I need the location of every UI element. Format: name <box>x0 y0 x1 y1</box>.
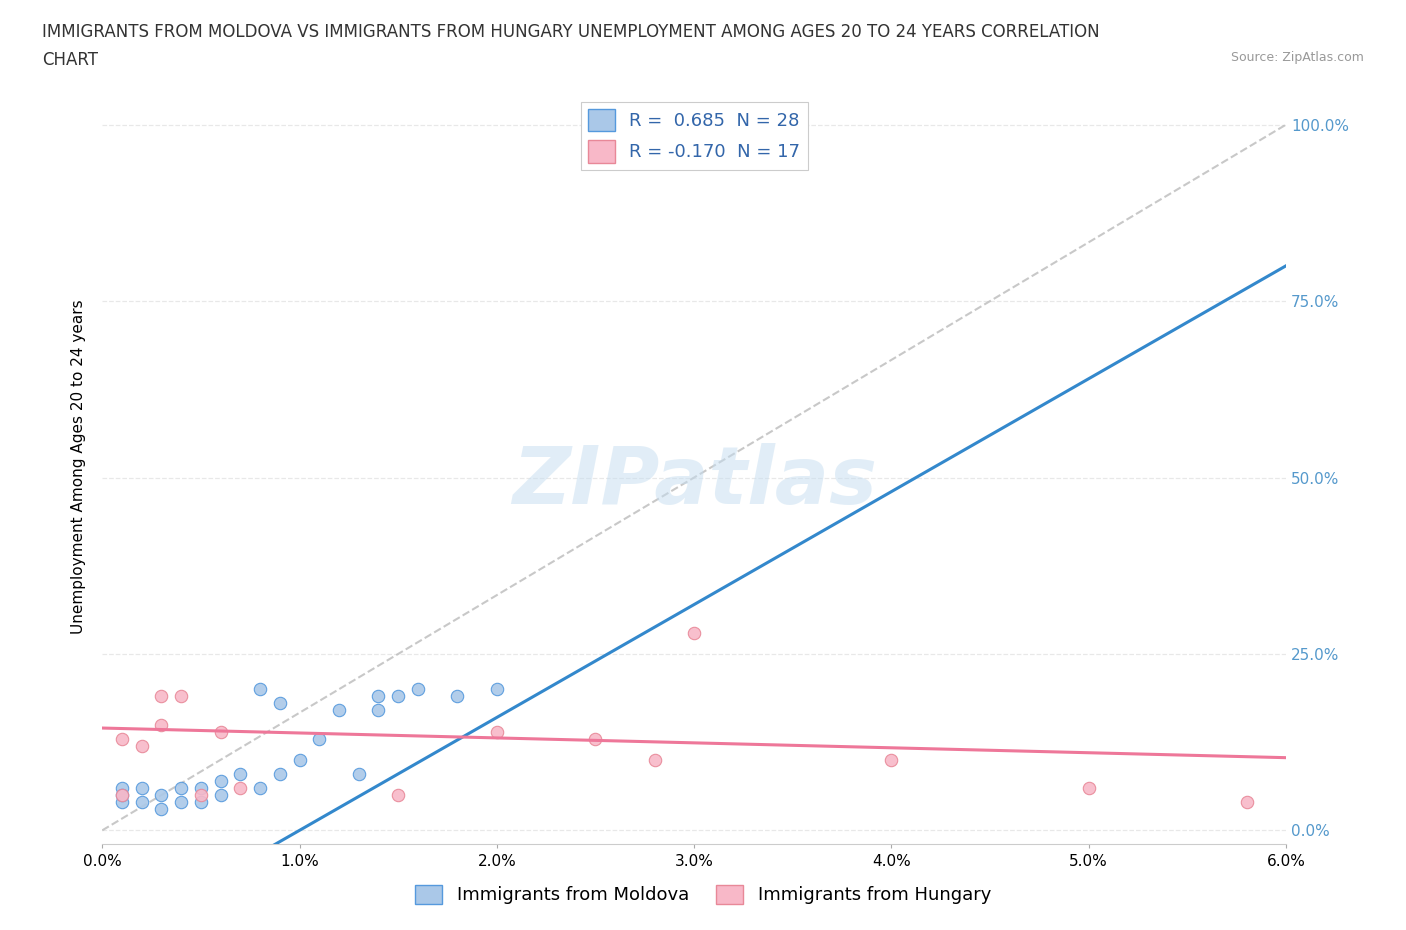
Point <box>170 795 193 810</box>
Point <box>111 788 134 803</box>
Point <box>131 780 153 795</box>
Point <box>170 780 193 795</box>
Point <box>387 788 409 803</box>
Point <box>269 696 291 711</box>
Point <box>131 738 153 753</box>
Point <box>485 682 508 697</box>
Point <box>308 731 330 746</box>
Point <box>131 795 153 810</box>
Point <box>111 795 134 810</box>
Point <box>249 682 271 697</box>
Point <box>249 780 271 795</box>
Point <box>880 752 903 767</box>
Point <box>190 788 212 803</box>
Point <box>269 766 291 781</box>
Point <box>406 682 429 697</box>
Text: ZIPatlas: ZIPatlas <box>512 443 876 521</box>
Point <box>209 774 232 789</box>
Point <box>190 795 212 810</box>
Point <box>111 780 134 795</box>
Point <box>209 788 232 803</box>
Point <box>111 731 134 746</box>
Point <box>229 766 252 781</box>
Point <box>229 780 252 795</box>
Point <box>446 689 468 704</box>
Point <box>485 724 508 739</box>
Point <box>644 752 666 767</box>
Point <box>170 689 193 704</box>
Point <box>190 780 212 795</box>
Point <box>683 625 706 640</box>
Y-axis label: Unemployment Among Ages 20 to 24 years: Unemployment Among Ages 20 to 24 years <box>72 299 86 634</box>
Legend: Immigrants from Moldova, Immigrants from Hungary: Immigrants from Moldova, Immigrants from… <box>408 878 998 911</box>
Point <box>347 766 370 781</box>
Point <box>111 788 134 803</box>
Point <box>150 788 173 803</box>
Point <box>328 703 350 718</box>
Point <box>288 752 311 767</box>
Point <box>150 689 173 704</box>
Text: CHART: CHART <box>42 51 98 69</box>
Point <box>367 689 389 704</box>
Text: IMMIGRANTS FROM MOLDOVA VS IMMIGRANTS FROM HUNGARY UNEMPLOYMENT AMONG AGES 20 TO: IMMIGRANTS FROM MOLDOVA VS IMMIGRANTS FR… <box>42 23 1099 41</box>
Point <box>150 717 173 732</box>
Point <box>583 731 606 746</box>
Point <box>209 724 232 739</box>
Point <box>367 703 389 718</box>
Text: Source: ZipAtlas.com: Source: ZipAtlas.com <box>1230 51 1364 64</box>
Point <box>387 689 409 704</box>
Point <box>1077 780 1099 795</box>
Point <box>150 802 173 817</box>
Point <box>1236 795 1258 810</box>
Legend: R =  0.685  N = 28, R = -0.170  N = 17: R = 0.685 N = 28, R = -0.170 N = 17 <box>581 102 807 170</box>
